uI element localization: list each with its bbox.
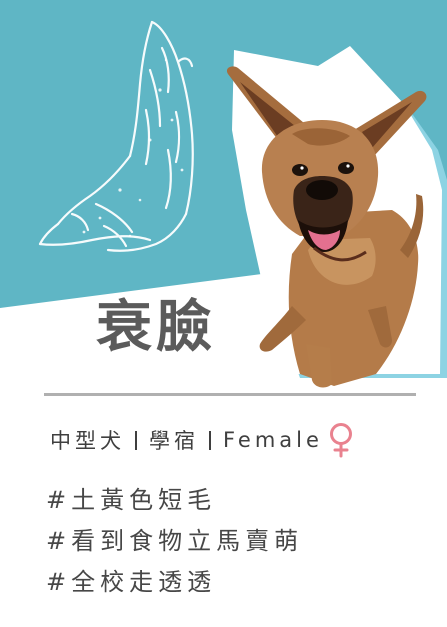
info-row: 中型犬 學宿 Female <box>50 422 365 458</box>
dog-photo <box>226 66 427 388</box>
separator <box>135 430 137 450</box>
divider-line <box>44 393 416 396</box>
sketch-dog-illustration <box>38 20 194 252</box>
dog-location: 學宿 <box>149 429 199 453</box>
tag-list: #土黃色短毛 #看到食物立馬賣萌 #全校走透透 <box>46 480 303 603</box>
dog-gender: Female <box>223 428 323 452</box>
tag-item: #土黃色短毛 <box>46 486 217 514</box>
tag-item: #全校走透透 <box>46 568 217 596</box>
separator <box>209 430 211 450</box>
dog-size: 中型犬 <box>50 429 125 453</box>
dog-name: 衰臉 <box>96 295 216 360</box>
tag-item: #看到食物立馬賣萌 <box>46 527 304 555</box>
female-symbol-icon <box>329 423 352 458</box>
